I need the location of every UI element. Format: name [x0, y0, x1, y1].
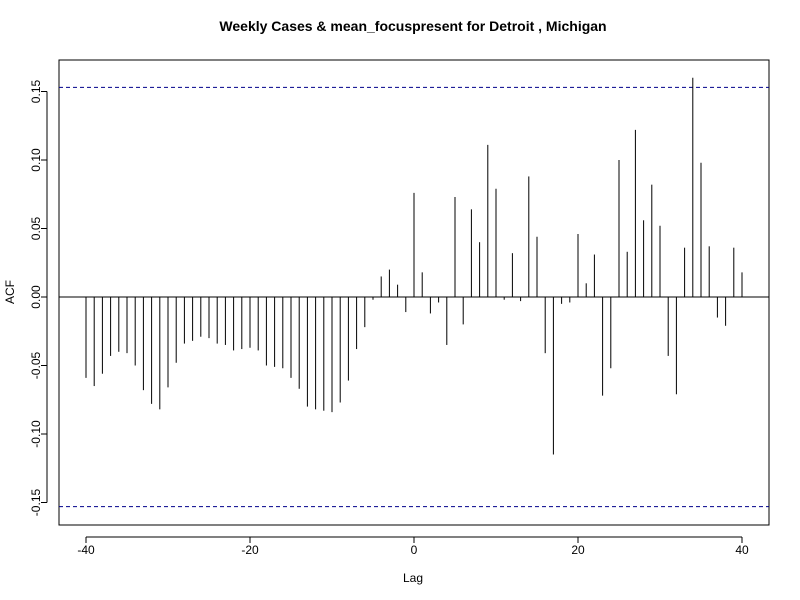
x-axis: -40 -20 0 20 40 — [77, 536, 749, 557]
x-tick-label: 0 — [411, 543, 418, 557]
y-tick-label: 0.00 — [29, 285, 43, 309]
y-axis: -0.15 -0.10 -0.05 0.00 0.05 0.10 0.15 — [29, 79, 48, 517]
acf-bars — [85, 77, 743, 455]
y-tick-label: -0.15 — [29, 489, 43, 517]
y-tick-label: -0.10 — [29, 420, 43, 448]
x-tick-label: 20 — [571, 543, 585, 557]
chart-title: Weekly Cases & mean_focuspresent for Det… — [219, 18, 606, 34]
x-tick-label: -20 — [241, 543, 259, 557]
y-tick-label: 0.15 — [29, 79, 43, 103]
x-tick-label: -40 — [77, 543, 95, 557]
y-axis-label: ACF — [3, 280, 17, 304]
y-tick-label: 0.10 — [29, 148, 43, 172]
x-tick-label: 40 — [735, 543, 749, 557]
y-tick-label: 0.05 — [29, 216, 43, 240]
y-tick-label: -0.05 — [29, 352, 43, 380]
x-axis-label: Lag — [403, 571, 423, 585]
plot-frame — [58, 59, 770, 526]
